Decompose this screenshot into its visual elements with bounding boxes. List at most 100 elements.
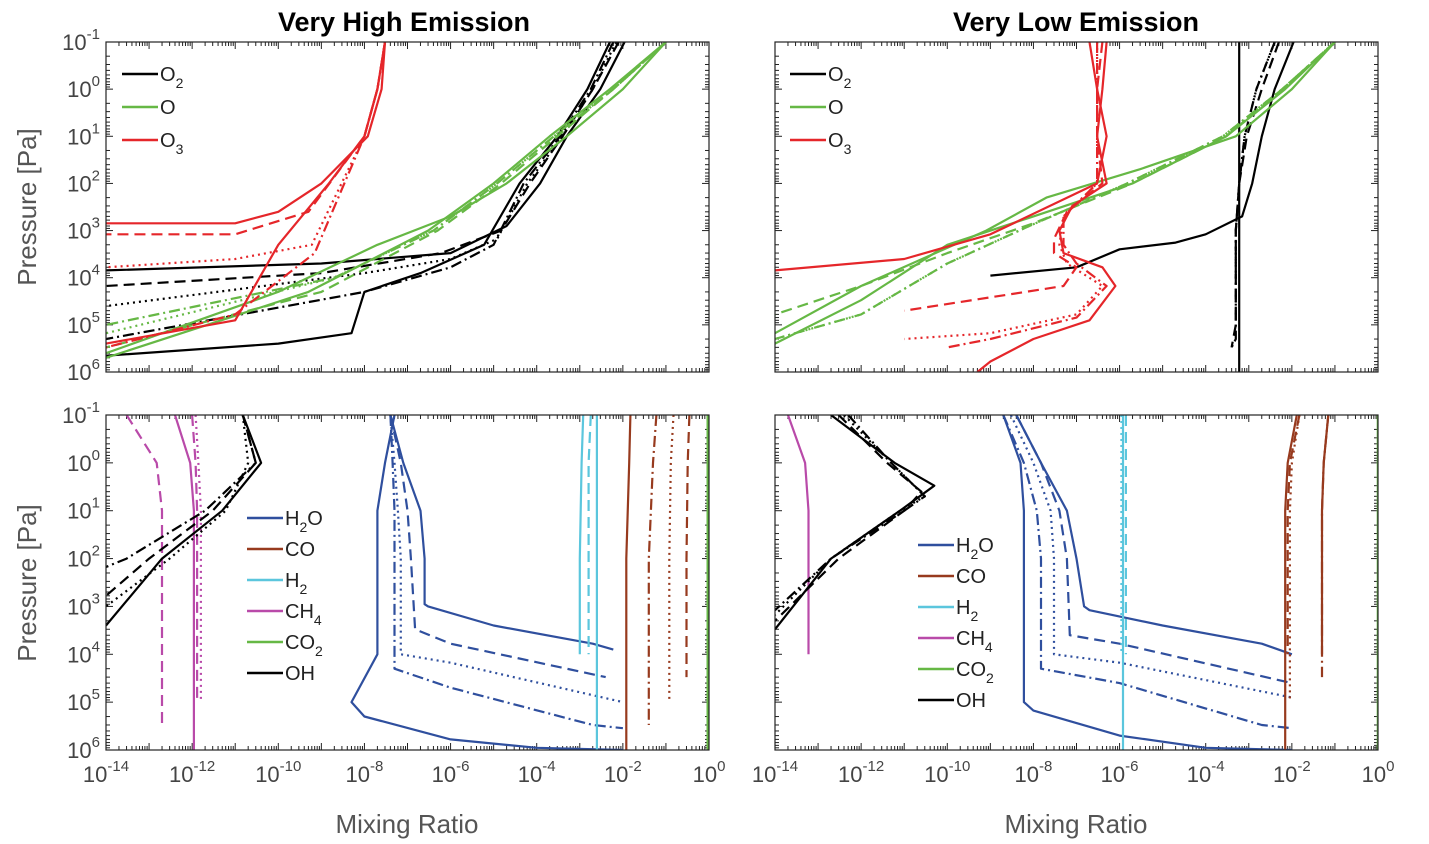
series-line-co xyxy=(647,415,658,725)
x-tick-label: 10-4 xyxy=(518,758,556,787)
series-line-o xyxy=(775,42,1336,335)
series-line-o2 xyxy=(990,42,1295,277)
axes-box xyxy=(105,414,710,751)
axes-box xyxy=(105,41,710,373)
series-line-oh xyxy=(775,415,926,616)
legend-label: H2 xyxy=(956,597,978,624)
series-line-o xyxy=(775,42,1336,345)
series-line-ch4 xyxy=(786,415,810,655)
y-tick-label: 103 xyxy=(67,590,100,619)
legend-label: OH xyxy=(285,663,315,685)
y-tick-label: 101 xyxy=(67,120,100,149)
panel-title-right: Very Low Emission xyxy=(953,7,1199,37)
x-tick-label: 10-12 xyxy=(838,758,884,787)
legend-label: CO xyxy=(285,539,315,561)
series-group xyxy=(106,42,667,359)
series-line-h2o xyxy=(389,415,624,730)
y-tick-label: 10-1 xyxy=(62,399,100,428)
series-line-h2 xyxy=(578,415,585,655)
ticks xyxy=(774,414,1378,750)
axes-box xyxy=(774,41,1379,373)
series-group xyxy=(106,415,709,750)
series-line-o3 xyxy=(106,42,387,225)
y-tick-label: 106 xyxy=(67,356,100,385)
x-tick-label: 10-8 xyxy=(346,758,384,787)
legend: O2 O O3 xyxy=(122,64,184,157)
series-line-h2o xyxy=(350,415,623,750)
legend-label: OH xyxy=(956,690,986,712)
series-line-h2o xyxy=(389,415,624,704)
x-tick-label: 10-14 xyxy=(752,758,798,787)
x-tick-label: 10-8 xyxy=(1015,758,1053,787)
series-line-o xyxy=(106,42,667,349)
legend-label: O xyxy=(160,97,176,119)
series-line-co xyxy=(625,415,632,750)
series-line-h2o xyxy=(1015,415,1293,656)
x-tick-label: 10-10 xyxy=(924,758,970,787)
y-tick-label: 102 xyxy=(67,167,100,196)
x-axis-label-right: Mixing Ratio xyxy=(1004,809,1147,839)
legend: H2O CO H2 CH4 CO2 OH xyxy=(918,535,994,712)
y-tick-label: 100 xyxy=(67,447,100,476)
series-line-co xyxy=(685,415,691,678)
series-line-o2 xyxy=(106,42,611,357)
legend-label: CO2 xyxy=(285,632,323,659)
panel-bottom-right: 10-14 10-12 10-10 10-8 10-6 10-4 10-2 100H2OCOH… xyxy=(752,414,1395,787)
series-group xyxy=(775,42,1336,372)
series-line-co xyxy=(1320,415,1330,678)
legend-label: CH4 xyxy=(956,628,993,655)
x-tick-label: 10-12 xyxy=(169,758,215,787)
series-line-o xyxy=(775,42,1336,341)
series-line-h2 xyxy=(587,415,592,655)
legend-label: H2O xyxy=(956,535,994,562)
series-line-o2 xyxy=(106,42,618,308)
x-tick-label: 10-2 xyxy=(1273,758,1311,787)
series-line-o xyxy=(775,42,1336,341)
legend-label: O3 xyxy=(828,130,852,157)
series-line-co xyxy=(1288,415,1301,703)
ticks xyxy=(105,414,709,750)
x-tick-label: 10-10 xyxy=(255,758,301,787)
x-tick-label: 10-4 xyxy=(1187,758,1225,787)
series-line-o2 xyxy=(106,42,626,272)
y-axis-label-top: Pressure [Pa] xyxy=(12,128,42,286)
series-line-oh xyxy=(106,415,263,627)
y-tick-label: 105 xyxy=(67,309,100,338)
series-line-o3 xyxy=(106,42,387,269)
legend-label: O xyxy=(828,97,844,119)
legend-label: O3 xyxy=(160,130,184,157)
series-line-h2o xyxy=(389,415,614,651)
legend: O2 O O3 xyxy=(790,64,852,157)
panel-top-right: O2 O O3 xyxy=(774,41,1379,373)
series-line-h2o xyxy=(1015,415,1293,685)
series-line-o xyxy=(106,42,667,326)
series-line-o3 xyxy=(106,42,387,345)
x-tick-label: 10-14 xyxy=(83,758,129,787)
y-tick-label: 104 xyxy=(67,638,100,667)
y-tick-label: 105 xyxy=(67,686,100,715)
legend-label: CO xyxy=(956,566,986,588)
y-tick-label: 106 xyxy=(67,734,100,763)
series-line-oh xyxy=(106,415,257,597)
series-line-o2 xyxy=(1230,42,1276,348)
x-tick-label: 100 xyxy=(1362,758,1395,787)
series-line-ch4 xyxy=(125,415,164,725)
x-tick-label: 100 xyxy=(693,758,726,787)
y-tick-label: 103 xyxy=(67,215,100,244)
y-tick-label: 10-1 xyxy=(62,26,100,55)
legend: H2O CO H2 CH4 CO2 OH xyxy=(247,508,323,685)
x-tick-label: 10-6 xyxy=(432,758,470,787)
series-line-o3 xyxy=(106,42,387,236)
series-line-o3 xyxy=(947,42,1108,349)
series-line-h2o xyxy=(1002,415,1292,750)
series-group xyxy=(775,415,1378,750)
x-tick-label: 10-2 xyxy=(604,758,642,787)
series-line-o3 xyxy=(775,42,1108,272)
y-tick-label: 100 xyxy=(67,73,100,102)
series-line-co xyxy=(668,415,675,703)
series-line-o2 xyxy=(1234,42,1276,325)
y-tick-label: 102 xyxy=(67,543,100,572)
panel-top-left: 10-1 100 101 102 103 104 105 106 O2 O O3 xyxy=(62,26,710,385)
